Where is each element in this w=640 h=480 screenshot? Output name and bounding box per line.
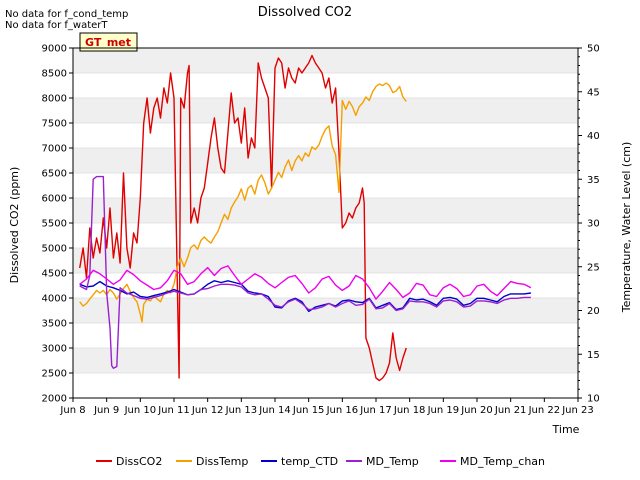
series-lines (79, 54, 532, 382)
x-tick-label: Jun 10 (124, 405, 157, 416)
x-tick-label: Jun 21 (494, 405, 527, 416)
x-axis: Jun 8 Jun 9 Jun 10 Jun 11 Jun 12 Jun 13 Jun 14… (59, 398, 594, 416)
grid-band (73, 348, 578, 373)
series-line-disstemp (79, 82, 407, 323)
grid-band (73, 298, 578, 323)
left-y-axis: 2000 2500 3000 3500 4000 4500 5000 5500 6000 6500… (42, 44, 73, 405)
series-line-md-temp-chan (79, 265, 532, 300)
x-tick-label: Jun 23 (561, 405, 594, 416)
left-y-tick-label: 7500 (42, 119, 67, 130)
legend-label: temp_CTD (281, 455, 338, 468)
grid-band (73, 98, 578, 123)
x-tick-label: Jun 18 (393, 405, 426, 416)
gt-met-badge-label: GT_met (85, 36, 131, 49)
right-y-axis-label: Temperature, Water Level (cm) (620, 142, 633, 314)
legend-label: DissTemp (196, 455, 248, 468)
x-tick-label: Jun 11 (157, 405, 190, 416)
legend-label: MD_Temp_chan (460, 455, 545, 468)
left-y-tick-label: 4500 (42, 269, 67, 280)
chart-title: Dissolved CO2 (258, 5, 352, 20)
legend: DissCO2 DissTemp temp_CTD MD_Temp MD_Temp_ch… (96, 455, 545, 468)
left-y-tick-label: 4000 (42, 294, 67, 305)
grid-band (73, 148, 578, 173)
right-y-tick-label: 40 (587, 131, 600, 142)
left-y-tick-label: 7000 (42, 144, 67, 155)
x-tick-label: Jun 12 (191, 405, 224, 416)
x-tick-label: Jun 19 (427, 405, 460, 416)
right-y-tick-label: 25 (587, 262, 600, 273)
left-y-tick-label: 3000 (42, 344, 67, 355)
grid-band (73, 248, 578, 273)
left-y-tick-label: 3500 (42, 319, 67, 330)
left-y-tick-label: 2500 (42, 369, 67, 380)
left-y-tick-label: 6000 (42, 194, 67, 205)
right-y-tick-label: 10 (587, 394, 600, 405)
legend-label: MD_Temp (366, 455, 419, 468)
right-y-axis: 10 15 20 25 30 35 40 45 50 (578, 44, 600, 405)
left-y-tick-label: 8500 (42, 69, 67, 80)
left-y-tick-label: 9000 (42, 44, 67, 55)
right-y-tick-label: 50 (587, 44, 600, 55)
right-y-tick-label: 30 (587, 219, 600, 230)
grid-band (73, 198, 578, 223)
x-tick-label: Jun 15 (292, 405, 325, 416)
left-y-tick-label: 6500 (42, 169, 67, 180)
x-tick-label: Jun 13 (225, 405, 258, 416)
x-tick-label: Jun 20 (460, 405, 493, 416)
left-y-tick-label: 5500 (42, 219, 67, 230)
x-tick-label: Jun 14 (258, 405, 291, 416)
x-tick-label: Jun 22 (528, 405, 561, 416)
legend-label: DissCO2 (116, 455, 162, 468)
left-y-axis-label: Dissolved CO2 (ppm) (8, 167, 21, 284)
grid-bands (73, 48, 578, 399)
x-tick-label: Jun 8 (59, 405, 85, 416)
x-tick-label: Jun 16 (326, 405, 359, 416)
left-y-tick-label: 2000 (42, 394, 67, 405)
x-tick-label: Jun 9 (93, 405, 119, 416)
grid-band (73, 48, 578, 73)
right-y-tick-label: 20 (587, 306, 600, 317)
left-y-tick-label: 5000 (42, 244, 67, 255)
series-line-md-temp (79, 175, 531, 369)
x-axis-label: Time (552, 423, 580, 436)
gt-met-badge: GT_met (79, 32, 138, 52)
series-line-dissco2 (79, 54, 407, 382)
x-tick-label: Jun 17 (359, 405, 392, 416)
right-y-tick-label: 35 (587, 175, 600, 186)
right-y-tick-label: 15 (587, 350, 600, 361)
no-data-note-2: No data for f_waterT (5, 20, 108, 31)
no-data-note-1: No data for f_cond_temp (5, 9, 128, 20)
left-y-tick-label: 8000 (42, 94, 67, 105)
right-y-tick-label: 45 (587, 87, 600, 98)
